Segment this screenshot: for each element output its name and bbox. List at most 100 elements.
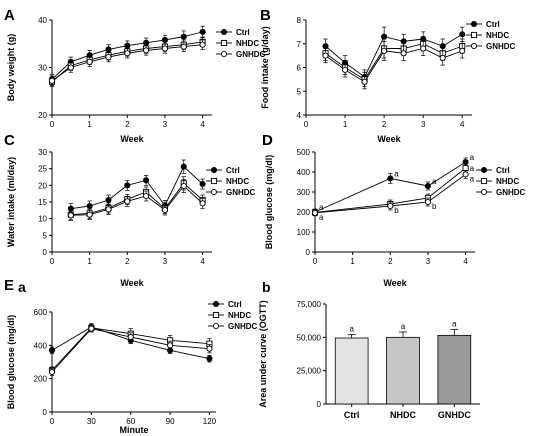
bar bbox=[386, 336, 420, 405]
series-nhdc bbox=[48, 324, 213, 375]
data-point bbox=[86, 58, 93, 65]
data-point bbox=[86, 202, 93, 210]
legend-label: Ctrl bbox=[496, 166, 510, 175]
legend-item-nhdc: NHDC bbox=[466, 31, 509, 40]
data-point bbox=[424, 182, 431, 190]
legend-item-nhdc: NHDC bbox=[216, 39, 259, 48]
y-tick-label: 0 bbox=[317, 400, 322, 409]
panel-label-eb: b bbox=[262, 279, 271, 295]
y-tick-label: 7 bbox=[297, 40, 302, 49]
legend-label: NHDC bbox=[236, 39, 259, 48]
y-axis-title: Blood glucose (mg/dl) bbox=[6, 315, 16, 410]
y-tick-label: 4 bbox=[297, 111, 302, 120]
series-line bbox=[314, 167, 466, 213]
series-line bbox=[70, 165, 203, 210]
legend-item-gnhdc: GNHDC bbox=[476, 188, 526, 197]
legend-item-gnhdc: GNHDC bbox=[206, 188, 256, 197]
y-tick-label: 10 bbox=[38, 215, 47, 224]
significance-label: b bbox=[394, 206, 399, 215]
legend-marker bbox=[220, 50, 228, 58]
x-tick-label: 3 bbox=[421, 120, 426, 129]
legend-marker bbox=[210, 188, 218, 196]
series-gnhdc: a b b a bbox=[311, 170, 475, 222]
legend-marker bbox=[480, 177, 488, 185]
data-point bbox=[206, 345, 213, 352]
data-point bbox=[180, 182, 187, 190]
y-tick-label: 500 bbox=[297, 148, 311, 157]
significance-label: a bbox=[394, 169, 399, 178]
category-label: NHDC bbox=[390, 410, 416, 420]
x-tick-label: 30 bbox=[87, 417, 96, 426]
legend-marker bbox=[210, 177, 218, 185]
data-point bbox=[199, 200, 206, 207]
x-tick-label: 120 bbox=[203, 417, 217, 426]
x-tick-label: 2 bbox=[125, 120, 130, 129]
category-label: Ctrl bbox=[344, 410, 360, 420]
x-axis-title: Week bbox=[383, 278, 407, 288]
panel-label-ea: a bbox=[18, 279, 26, 295]
y-tick-label: 0 bbox=[306, 248, 311, 257]
y-tick-label: 5 bbox=[297, 87, 302, 96]
x-tick-label: 1 bbox=[343, 120, 348, 129]
series-line bbox=[325, 43, 463, 80]
series-line bbox=[70, 185, 203, 216]
x-tick-label: 3 bbox=[163, 257, 168, 266]
y-tick-label: 200 bbox=[34, 375, 48, 384]
x-tick-label: 0 bbox=[50, 417, 55, 426]
x-tick-label: 2 bbox=[125, 257, 130, 266]
data-point bbox=[161, 45, 168, 52]
ogtt-curve-chart: 0 200 400 600 0 30 60 90 120 Minute Blood glucose … bbox=[6, 300, 258, 435]
panel-label-e: E bbox=[4, 277, 14, 294]
series-gnhdc bbox=[322, 41, 466, 90]
legend-label: GNHDC bbox=[236, 50, 266, 59]
legend-item-nhdc: NHDC bbox=[206, 177, 249, 186]
x-tick-label: 0 bbox=[50, 257, 55, 266]
series-gnhdc bbox=[48, 324, 213, 376]
y-axis-title: Area under curve (OGTT) bbox=[258, 300, 268, 408]
data-point bbox=[161, 206, 168, 214]
x-tick-label: 60 bbox=[126, 417, 135, 426]
x-tick-label: 4 bbox=[200, 120, 205, 129]
data-point bbox=[88, 325, 95, 332]
data-point bbox=[381, 33, 388, 40]
legend-item-ctrl: Ctrl bbox=[466, 20, 500, 29]
legend-item-nhdc: NHDC bbox=[476, 177, 519, 186]
legend-label: GNHDC bbox=[496, 188, 526, 197]
x-tick-label: 90 bbox=[166, 417, 175, 426]
legend-item-gnhdc: GNHDC bbox=[216, 50, 266, 59]
data-point bbox=[105, 206, 112, 213]
series-gnhdc bbox=[48, 39, 206, 86]
x-tick-label: 3 bbox=[426, 257, 431, 266]
body-weight-chart: 20 30 40 0 1 2 3 4 Week Body weight (g) Ctrl NHDC GN… bbox=[6, 16, 266, 144]
y-axis-title: Body weight (g) bbox=[6, 34, 16, 102]
y-axis-title: Blood glucose (mg/dl) bbox=[264, 155, 274, 250]
data-point bbox=[143, 192, 150, 200]
y-tick-label: 600 bbox=[34, 308, 48, 317]
x-tick-label: 1 bbox=[350, 257, 355, 266]
data-point bbox=[322, 52, 329, 59]
x-tick-label: 0 bbox=[313, 257, 318, 266]
legend: Ctrl NHDC GNHDC bbox=[466, 20, 516, 51]
significance-label: a bbox=[432, 177, 437, 186]
y-tick-label: 50,000 bbox=[297, 333, 322, 342]
x-axis-title: Minute bbox=[120, 425, 149, 435]
y-tick-label: 6 bbox=[297, 64, 302, 73]
data-point bbox=[124, 182, 131, 189]
data-point bbox=[143, 47, 150, 54]
data-point bbox=[143, 177, 150, 184]
y-tick-label: 25,000 bbox=[297, 367, 322, 376]
data-point bbox=[459, 47, 466, 54]
y-tick-label: 30 bbox=[38, 148, 47, 157]
y-tick-label: 300 bbox=[297, 188, 311, 197]
series-line bbox=[325, 33, 463, 78]
legend-item-ctrl: Ctrl bbox=[476, 166, 510, 175]
y-tick-label: 0 bbox=[43, 248, 48, 257]
legend-label: NHDC bbox=[486, 31, 509, 40]
y-tick-label: 30 bbox=[38, 64, 47, 73]
data-point bbox=[400, 50, 407, 57]
legend-label: GNHDC bbox=[486, 42, 516, 51]
data-point bbox=[105, 196, 112, 204]
data-point bbox=[86, 211, 93, 218]
series-gnhdc bbox=[67, 178, 206, 221]
